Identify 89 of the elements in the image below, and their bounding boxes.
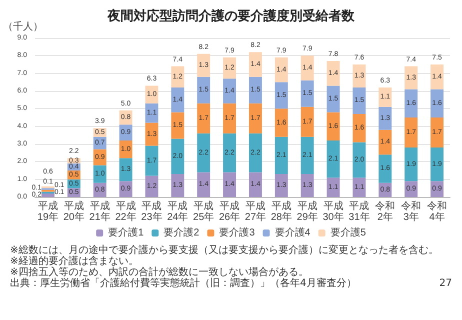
bar	[300, 106, 314, 137]
bar	[326, 86, 340, 112]
bar	[197, 172, 210, 197]
x-tick-label: 平成26年	[218, 200, 240, 223]
bar	[93, 165, 106, 183]
bar	[352, 178, 366, 197]
bar	[326, 178, 340, 197]
bar	[378, 106, 392, 130]
text: ※四捨五入等のため、内訳の合計が総数に一致しない場合がある。	[10, 267, 310, 278]
x-tick-label: 令和3年	[401, 200, 422, 223]
bar	[197, 76, 210, 104]
legend-label: 要介護3	[219, 226, 256, 238]
bar	[404, 89, 418, 118]
bar	[223, 57, 236, 79]
bar	[119, 158, 132, 182]
bar	[145, 86, 158, 104]
chart-title: 夜間対応型訪問介護の要介護度別受給者数	[106, 8, 356, 23]
bar	[430, 64, 444, 90]
bar	[197, 103, 210, 134]
legend-label: 要介護2	[164, 226, 200, 238]
bar	[300, 174, 314, 197]
bar	[430, 118, 444, 148]
bar	[119, 140, 132, 158]
bar	[145, 176, 158, 197]
bar	[197, 54, 210, 77]
bar	[223, 78, 236, 104]
bar	[223, 133, 236, 172]
bar	[223, 172, 236, 197]
x-tick-label: 平成20年	[63, 200, 84, 223]
bar	[430, 148, 444, 182]
text: ※経過的要介護は含まない。	[10, 256, 140, 267]
bar	[274, 108, 288, 137]
x-tick-label: 平成29年	[296, 200, 318, 223]
bar	[145, 122, 158, 146]
legend-label: 要介護4	[274, 226, 311, 238]
legend-label: 要介護5	[330, 226, 366, 238]
bar	[404, 118, 418, 148]
bar	[274, 136, 288, 174]
bar	[248, 52, 262, 77]
bar	[171, 112, 184, 139]
bar	[378, 87, 392, 107]
x-tick-label: 平成25年	[193, 200, 214, 223]
x-tick-label: 平成21年	[89, 200, 110, 223]
bar	[378, 130, 392, 155]
bar	[378, 154, 392, 183]
bar	[145, 146, 158, 176]
bar	[248, 76, 262, 104]
legend-label: 要介護1	[108, 226, 144, 238]
bar	[274, 82, 288, 109]
bar	[300, 136, 314, 174]
bar	[352, 142, 366, 178]
bar	[171, 174, 184, 197]
bar	[248, 133, 262, 172]
x-tick-label: 平成24年	[167, 200, 188, 223]
bar	[300, 56, 314, 80]
bar	[430, 89, 444, 118]
x-tick-label: 平成28年	[270, 200, 292, 223]
bar	[41, 193, 54, 197]
y-axis-title: （千人）	[3, 20, 43, 32]
source-note: 出典：厚生労働省「介護給付費等実態統計（旧：調査）」（各年4月審査分）	[10, 278, 356, 289]
bar	[171, 138, 184, 174]
bar	[197, 133, 210, 172]
bar	[274, 57, 288, 82]
bar	[404, 148, 418, 182]
bar	[352, 114, 366, 142]
x-tick-label: 令和2年	[375, 200, 396, 223]
bar	[171, 66, 184, 88]
bar	[352, 87, 366, 114]
x-tick-label: 令和4年	[427, 200, 448, 223]
bar	[326, 112, 340, 140]
text: 27	[439, 278, 452, 289]
bar	[404, 66, 418, 90]
bar	[300, 80, 314, 107]
x-tick-label: 平成30年	[322, 200, 344, 223]
bar	[223, 103, 236, 134]
bar	[248, 103, 262, 134]
bar	[326, 60, 340, 86]
bar	[274, 174, 288, 197]
bar	[145, 103, 158, 123]
x-tick-label: 平成22年	[115, 200, 136, 223]
x-tick-label: 平成31年	[348, 200, 370, 223]
bar	[171, 87, 184, 112]
x-tick-label: 平成23年	[141, 200, 162, 223]
bar	[352, 64, 366, 88]
bar	[326, 140, 340, 178]
text: ※総数には、月の途中で要介護から要支援（又は要支援から要介護）に変更となった者を含む。	[10, 245, 440, 256]
bar	[248, 172, 262, 197]
x-tick-label: 平成27年	[244, 200, 266, 223]
x-tick-label: 平成19年	[37, 200, 59, 223]
